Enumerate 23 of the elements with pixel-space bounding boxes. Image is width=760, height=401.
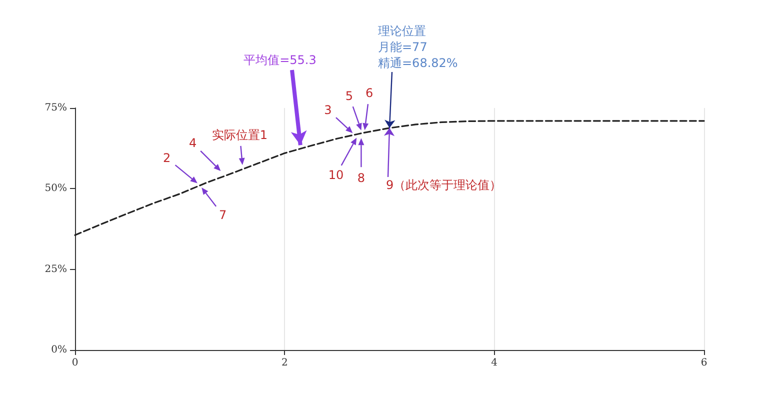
text: 理论位置 xyxy=(378,24,426,38)
annotation: 精通=68.82% xyxy=(378,56,458,70)
y-tick-label: 75% xyxy=(44,102,67,114)
text: 月能=77 xyxy=(378,40,428,54)
x-tick-label: 0 xyxy=(72,358,78,368)
annotation: 2 xyxy=(162,151,171,166)
annotation: 3 xyxy=(324,103,332,118)
line-series xyxy=(74,120,705,236)
x-tick-label: 2 xyxy=(281,358,288,368)
annotation: 实际位置1 xyxy=(212,128,268,142)
annotation: 10 xyxy=(328,168,344,182)
y-tick-label: 0% xyxy=(51,344,67,356)
annotation: 5 xyxy=(345,89,354,104)
annotation: 平均值=55.3 xyxy=(244,53,316,67)
annotation: 8 xyxy=(357,171,366,186)
y-tick-label: 25% xyxy=(44,264,67,275)
x-tick-label: 6 xyxy=(700,358,708,368)
y-tick-label: 50% xyxy=(44,183,67,194)
annotation: 6 xyxy=(366,86,374,100)
x-tick-label: 4 xyxy=(491,358,498,368)
annotation: 4 xyxy=(188,136,197,150)
annotation: 9（此次等于理论值） xyxy=(386,178,502,192)
annotation: 7 xyxy=(218,208,227,222)
